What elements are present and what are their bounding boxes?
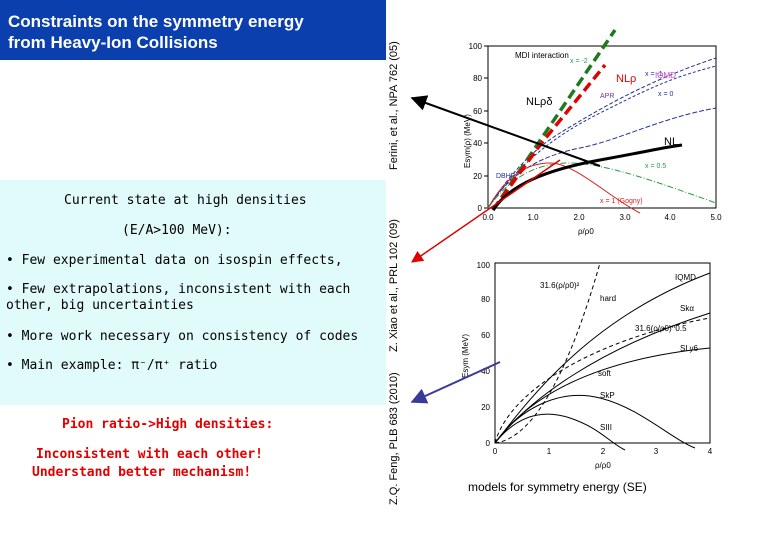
top-plot-label: DBHF	[496, 173, 515, 180]
arrow-to-ferini	[410, 95, 601, 167]
top-xtick: 0.0	[482, 213, 494, 222]
bottom-ytick: 0	[486, 439, 491, 448]
bottom-plot-label: hard	[600, 294, 616, 303]
bottom-plot-label: SIII	[600, 423, 612, 432]
curve-gogny	[487, 162, 641, 214]
pion-line-2: Inconsistent with each other!	[36, 447, 263, 462]
bottom-xtick: 4	[708, 447, 713, 456]
bottom-plot: 0 20 40 60 80 100 0 1 2 3 4 ρ/ρ0 Esym (M…	[461, 261, 713, 470]
bullet-2: • Few extrapolations, inconsistent with …	[6, 282, 351, 297]
nlrhodelta-label: NLρδ	[526, 96, 552, 108]
bottom-xtick: 3	[654, 447, 659, 456]
arrow-to-xiao	[411, 159, 561, 263]
top-plot-label: x = -2	[570, 58, 588, 65]
top-ytick: 20	[473, 172, 482, 181]
top-plot-label: x = 1 (Gogny)	[600, 198, 643, 205]
top-xtick: 4.0	[664, 213, 676, 222]
title-bar: Constraints on the symmetry energy from …	[0, 0, 386, 60]
panel-heading-1: Current state at high densities	[64, 193, 307, 208]
top-plot-label: MDI interaction	[515, 51, 569, 60]
bottom-ytick: 60	[481, 331, 490, 340]
nlrho-curve	[491, 63, 607, 212]
bottom-xtick: 0	[493, 447, 498, 456]
top-plot-label: x = 0	[658, 91, 673, 98]
arrow-to-feng	[410, 361, 501, 404]
curve-soft-power	[494, 317, 711, 444]
bottom-plot-label: Skα	[680, 304, 694, 313]
title-line-2: from Heavy-Ion Collisions	[8, 33, 218, 52]
top-xtick: 5.0	[710, 213, 722, 222]
top-plot-label: IQMD	[655, 71, 676, 80]
top-xtick: 3.0	[619, 213, 631, 222]
nlrho-label: NLρ	[616, 73, 636, 85]
bottom-plot-label: SLy6	[680, 344, 698, 353]
bottom-plot-label: soft	[598, 369, 612, 378]
curve-iqmd	[494, 272, 711, 444]
curve-x-minus1	[487, 65, 717, 209]
top-ytick: 60	[473, 107, 482, 116]
top-plot-label: x = -1	[645, 71, 663, 78]
bottom-plot-label: IQMD	[675, 273, 696, 282]
info-panel	[0, 180, 386, 405]
panel-heading-2: (E/A>100 MeV):	[122, 223, 232, 238]
bullet-3: • More work necessary on consistency of …	[6, 329, 359, 344]
top-xtick: 1.0	[527, 213, 539, 222]
caption: models for symmetry energy (SE)	[468, 480, 647, 494]
bottom-ytick: 40	[481, 367, 490, 376]
curve-siii	[494, 413, 626, 451]
top-ylabel: Esym(ρ) (MeV)	[463, 114, 472, 168]
top-ytick: 40	[473, 139, 482, 148]
top-ytick: 0	[478, 204, 483, 213]
top-xtick: 2.0	[573, 213, 585, 222]
bullet-1: • Few experimental data on isospin effec…	[6, 253, 343, 268]
curve-skp	[494, 394, 696, 449]
bottom-xtick: 2	[601, 447, 606, 456]
bottom-xtick: 1	[547, 447, 552, 456]
top-plot-label: APR	[600, 93, 614, 100]
curve-x-minus2	[487, 57, 717, 209]
bottom-plot-label: SkP	[600, 391, 615, 400]
title-line-1: Constraints on the symmetry energy	[8, 12, 304, 31]
bullet-4: • Main example: π⁻/π⁺ ratio	[6, 358, 218, 373]
bottom-ytick: 100	[477, 261, 491, 270]
nl-label: NL	[664, 136, 678, 148]
top-plot-label: x = 0.5	[645, 163, 666, 170]
top-xlabel: ρ/ρ0	[578, 227, 594, 236]
bottom-ylabel: Esym (MeV)	[461, 334, 470, 378]
pion-line-3: Understand better mechanism!	[32, 465, 252, 480]
nl-curve	[491, 143, 683, 211]
top-ytick: 80	[473, 74, 482, 83]
bullet-2-cont: other, big uncertainties	[6, 298, 194, 313]
bottom-plot-label: 31.6(ρ/ρ0)^0.5	[635, 324, 687, 333]
pion-line-1: Pion ratio->High densities:	[62, 417, 274, 432]
top-ytick: 100	[469, 42, 483, 51]
bottom-plot-label: 31.6(ρ/ρ0)²	[540, 281, 580, 290]
bottom-xlabel: ρ/ρ0	[595, 461, 611, 470]
bottom-ytick: 80	[481, 295, 490, 304]
bottom-ytick: 20	[481, 403, 490, 412]
